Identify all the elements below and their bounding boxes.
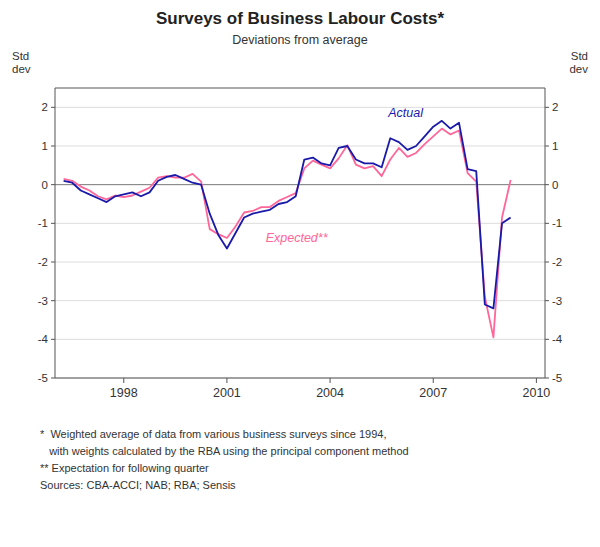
line-series bbox=[64, 121, 511, 309]
y-tick-label: -2 bbox=[38, 256, 48, 268]
y2-axis-label-line: dev bbox=[569, 63, 588, 75]
y2-axis-line bbox=[545, 88, 546, 378]
y-tick-label: 0 bbox=[42, 179, 48, 191]
y2-axis-label-line: Std bbox=[571, 50, 588, 62]
footnote: Sources: CBA-ACCI; NAB; RBA; Sensis bbox=[40, 479, 236, 491]
y-tick bbox=[51, 262, 55, 263]
grid bbox=[55, 107, 545, 378]
title: Surveys of Business Labour Costs* bbox=[156, 9, 445, 28]
y-tick-label: -3 bbox=[38, 295, 48, 307]
grid-line bbox=[55, 146, 545, 147]
y2-tick-label: 2 bbox=[552, 101, 558, 113]
y2-tick-label: -3 bbox=[552, 295, 562, 307]
y-tick-label: -5 bbox=[38, 372, 48, 384]
y-tick bbox=[51, 300, 55, 301]
x-tick bbox=[330, 378, 331, 383]
y-tick bbox=[51, 339, 55, 340]
y-tick-label: -1 bbox=[38, 217, 48, 229]
line-series bbox=[64, 129, 511, 338]
y-tick bbox=[51, 107, 55, 108]
footnote: * Weighted average of data from various … bbox=[40, 428, 386, 440]
grid-line bbox=[55, 378, 545, 379]
footnote: ** Expectation for following quarter bbox=[40, 462, 209, 474]
x-tick-label: 2004 bbox=[316, 386, 344, 400]
y2-axis-label: Stddev bbox=[569, 50, 588, 75]
y-tick bbox=[51, 146, 55, 147]
x-tick bbox=[536, 378, 537, 383]
series-lines bbox=[64, 121, 511, 338]
subtitle: Deviations from average bbox=[232, 33, 368, 47]
grid-line bbox=[55, 300, 545, 301]
y-tick-label: 1 bbox=[42, 140, 48, 152]
y2-tick bbox=[545, 107, 549, 108]
x-tick bbox=[433, 378, 434, 383]
y2-tick-label: -2 bbox=[552, 256, 562, 268]
y-tick-label: 2 bbox=[42, 101, 48, 113]
y-axis-label-line: dev bbox=[12, 63, 31, 75]
grid-line bbox=[55, 339, 545, 340]
y-axis-label-line: Std bbox=[12, 50, 29, 62]
chart: Surveys of Business Labour Costs* Deviati… bbox=[0, 0, 600, 547]
top-frame-line bbox=[55, 88, 545, 89]
footnote: with weights calculated by the RBA using… bbox=[40, 445, 409, 457]
y2-tick bbox=[545, 300, 549, 301]
series-label: Actual bbox=[387, 106, 424, 120]
x-tick-label: 2007 bbox=[419, 386, 447, 400]
series-label: Expected** bbox=[266, 231, 329, 245]
y-axis-label: Stddev bbox=[12, 50, 31, 75]
grid-line bbox=[55, 223, 545, 224]
y2-tick-label: -4 bbox=[552, 333, 563, 345]
x-tick bbox=[226, 378, 227, 383]
grid-line bbox=[55, 184, 545, 185]
x-tick-label: 1998 bbox=[110, 386, 138, 400]
y2-tick-label: 0 bbox=[552, 179, 558, 191]
y2-tick-label: 1 bbox=[552, 140, 558, 152]
y-tick-label: -4 bbox=[38, 333, 49, 345]
x-tick-label: 2001 bbox=[213, 386, 241, 400]
y2-tick bbox=[545, 378, 549, 379]
grid-line bbox=[55, 262, 545, 263]
y2-tick bbox=[545, 184, 549, 185]
grid-line bbox=[55, 107, 545, 108]
y2-tick bbox=[545, 146, 549, 147]
y-tick bbox=[51, 184, 55, 185]
y2-tick bbox=[545, 223, 549, 224]
y2-tick-label: -5 bbox=[552, 372, 562, 384]
y-tick bbox=[51, 223, 55, 224]
y2-tick bbox=[545, 262, 549, 263]
x-tick bbox=[123, 378, 124, 383]
y-axis-line bbox=[55, 88, 56, 378]
x-tick-label: 2010 bbox=[522, 386, 550, 400]
y2-tick bbox=[545, 339, 549, 340]
y2-tick-label: -1 bbox=[552, 217, 562, 229]
y-tick bbox=[51, 378, 55, 379]
x-axis-line bbox=[55, 378, 545, 379]
